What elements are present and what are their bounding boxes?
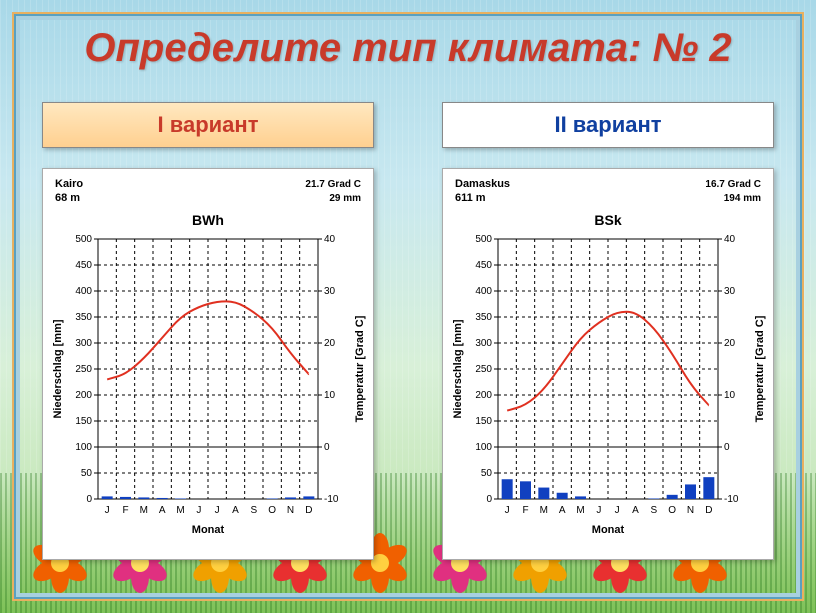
svg-text:100: 100 <box>475 442 492 453</box>
svg-text:A: A <box>232 505 239 516</box>
svg-text:20: 20 <box>324 338 336 349</box>
svg-text:450: 450 <box>75 260 92 271</box>
svg-text:M: M <box>140 505 148 516</box>
climate-chart-kairo: Kairo68 m21.7 Grad C29 mmBWh050100150200… <box>42 168 374 560</box>
svg-text:BWh: BWh <box>192 212 224 228</box>
svg-text:500: 500 <box>475 234 492 245</box>
svg-text:M: M <box>576 505 584 516</box>
svg-text:400: 400 <box>75 286 92 297</box>
svg-text:-10: -10 <box>324 494 339 505</box>
svg-text:J: J <box>615 505 620 516</box>
svg-text:50: 50 <box>481 468 493 479</box>
svg-text:M: M <box>540 505 548 516</box>
svg-text:100: 100 <box>75 442 92 453</box>
variant-2-box: II вариант <box>442 102 774 148</box>
svg-text:Kairo: Kairo <box>55 178 83 190</box>
svg-text:30: 30 <box>724 286 736 297</box>
svg-text:150: 150 <box>475 416 492 427</box>
svg-text:0: 0 <box>486 494 492 505</box>
svg-text:J: J <box>596 505 601 516</box>
svg-text:Monat: Monat <box>192 524 225 536</box>
svg-text:J: J <box>105 505 110 516</box>
climate-chart-damaskus: Damaskus611 m16.7 Grad C194 mmBSk0501001… <box>442 168 774 560</box>
svg-text:150: 150 <box>75 416 92 427</box>
slide: Определите тип климата: № 2 I вариант II… <box>0 0 816 613</box>
variant-2-label: II вариант <box>554 112 661 138</box>
svg-text:350: 350 <box>475 312 492 323</box>
svg-text:D: D <box>305 505 312 516</box>
svg-text:A: A <box>559 505 566 516</box>
svg-text:Temperatur [Grad C]: Temperatur [Grad C] <box>354 315 366 422</box>
svg-text:29 mm: 29 mm <box>329 193 361 204</box>
svg-text:F: F <box>522 505 528 516</box>
slide-title: Определите тип климата: № 2 <box>0 26 816 71</box>
svg-text:J: J <box>215 505 220 516</box>
svg-text:250: 250 <box>75 364 92 375</box>
svg-text:-10: -10 <box>724 494 739 505</box>
svg-text:M: M <box>176 505 184 516</box>
svg-text:40: 40 <box>324 234 336 245</box>
svg-text:200: 200 <box>475 390 492 401</box>
svg-text:30: 30 <box>324 286 336 297</box>
svg-text:400: 400 <box>475 286 492 297</box>
svg-text:10: 10 <box>324 390 336 401</box>
svg-text:350: 350 <box>75 312 92 323</box>
svg-text:50: 50 <box>81 468 93 479</box>
svg-text:N: N <box>687 505 694 516</box>
svg-text:F: F <box>122 505 128 516</box>
svg-text:D: D <box>705 505 712 516</box>
svg-text:O: O <box>268 505 276 516</box>
svg-text:Monat: Monat <box>592 524 625 536</box>
svg-text:20: 20 <box>724 338 736 349</box>
svg-text:450: 450 <box>475 260 492 271</box>
svg-text:68 m: 68 m <box>55 192 80 204</box>
svg-text:300: 300 <box>75 338 92 349</box>
svg-text:21.7 Grad C: 21.7 Grad C <box>305 179 361 190</box>
svg-text:40: 40 <box>724 234 736 245</box>
svg-text:500: 500 <box>75 234 92 245</box>
svg-text:200: 200 <box>75 390 92 401</box>
svg-text:Damaskus: Damaskus <box>455 178 510 190</box>
svg-text:Niederschlag [mm]: Niederschlag [mm] <box>52 319 64 418</box>
svg-text:J: J <box>505 505 510 516</box>
svg-text:N: N <box>287 505 294 516</box>
variant-1-box: I вариант <box>42 102 374 148</box>
svg-text:16.7 Grad C: 16.7 Grad C <box>705 179 761 190</box>
svg-text:A: A <box>632 505 639 516</box>
svg-text:O: O <box>668 505 676 516</box>
svg-text:A: A <box>159 505 166 516</box>
variant-1-label: I вариант <box>158 112 259 138</box>
svg-text:BSk: BSk <box>594 212 621 228</box>
svg-text:Niederschlag [mm]: Niederschlag [mm] <box>452 319 464 418</box>
svg-text:194 mm: 194 mm <box>724 193 761 204</box>
svg-text:Temperatur [Grad C]: Temperatur [Grad C] <box>754 315 766 422</box>
svg-text:0: 0 <box>86 494 92 505</box>
svg-text:0: 0 <box>324 442 330 453</box>
svg-text:J: J <box>196 505 201 516</box>
svg-text:611 m: 611 m <box>455 192 486 204</box>
svg-text:300: 300 <box>475 338 492 349</box>
svg-text:S: S <box>250 505 257 516</box>
svg-text:250: 250 <box>475 364 492 375</box>
svg-text:0: 0 <box>724 442 730 453</box>
svg-text:10: 10 <box>724 390 736 401</box>
svg-text:S: S <box>650 505 657 516</box>
